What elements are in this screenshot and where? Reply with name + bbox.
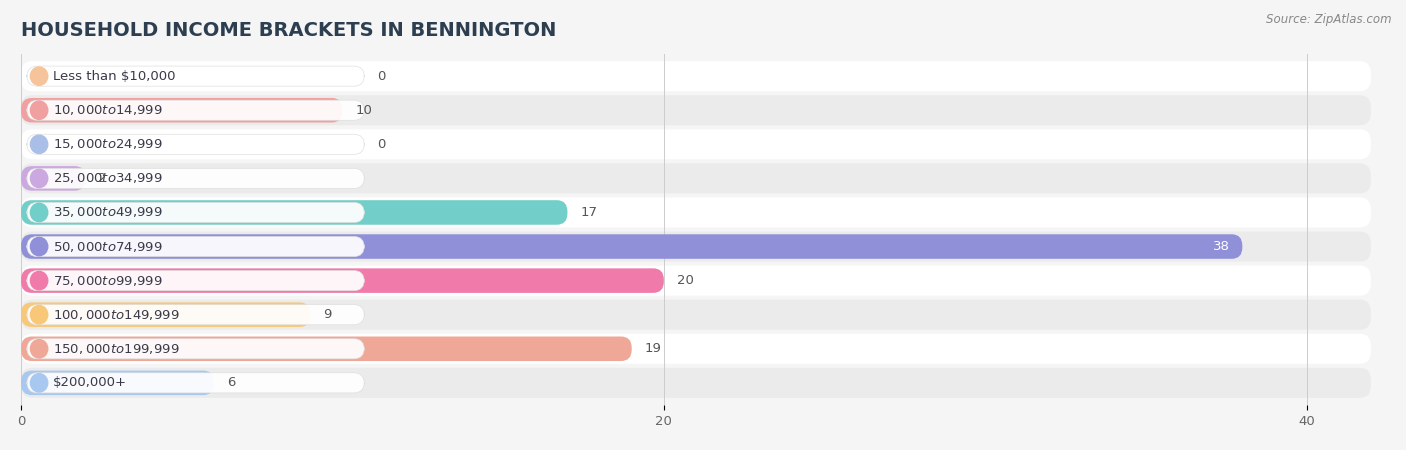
Text: 38: 38 [1212,240,1229,253]
Text: $200,000+: $200,000+ [53,376,127,389]
Text: $10,000 to $14,999: $10,000 to $14,999 [53,103,163,117]
Circle shape [31,101,48,119]
FancyBboxPatch shape [21,337,631,361]
FancyBboxPatch shape [27,237,364,256]
Circle shape [31,169,48,188]
Circle shape [31,67,48,86]
Circle shape [31,203,48,222]
FancyBboxPatch shape [21,200,568,225]
Text: 6: 6 [226,376,235,389]
FancyBboxPatch shape [21,368,1371,398]
FancyBboxPatch shape [21,371,214,395]
FancyBboxPatch shape [21,95,1371,125]
Text: $25,000 to $34,999: $25,000 to $34,999 [53,171,163,185]
Text: 9: 9 [323,308,332,321]
Text: $100,000 to $149,999: $100,000 to $149,999 [53,308,180,322]
Text: $75,000 to $99,999: $75,000 to $99,999 [53,274,163,288]
Text: $150,000 to $199,999: $150,000 to $199,999 [53,342,180,356]
Text: 2: 2 [98,172,107,185]
FancyBboxPatch shape [27,270,364,291]
FancyBboxPatch shape [21,129,1371,159]
Text: 19: 19 [644,342,661,355]
FancyBboxPatch shape [21,334,1371,364]
FancyBboxPatch shape [21,61,1371,91]
Text: $35,000 to $49,999: $35,000 to $49,999 [53,206,163,220]
Circle shape [31,237,48,256]
Text: $50,000 to $74,999: $50,000 to $74,999 [53,239,163,253]
Text: 20: 20 [676,274,693,287]
Circle shape [31,374,48,392]
FancyBboxPatch shape [27,66,364,86]
Text: 10: 10 [356,104,373,117]
Text: $15,000 to $24,999: $15,000 to $24,999 [53,137,163,151]
Circle shape [31,340,48,358]
FancyBboxPatch shape [21,302,311,327]
Text: 0: 0 [377,138,385,151]
FancyBboxPatch shape [21,234,1243,259]
FancyBboxPatch shape [21,163,1371,194]
FancyBboxPatch shape [21,300,1371,330]
Text: 0: 0 [377,70,385,83]
Circle shape [31,306,48,324]
FancyBboxPatch shape [27,202,364,222]
Circle shape [31,271,48,290]
FancyBboxPatch shape [21,98,343,122]
FancyBboxPatch shape [27,134,364,154]
Text: 17: 17 [581,206,598,219]
FancyBboxPatch shape [21,166,86,191]
FancyBboxPatch shape [27,168,364,189]
FancyBboxPatch shape [21,198,1371,227]
FancyBboxPatch shape [27,373,364,393]
Circle shape [31,135,48,153]
FancyBboxPatch shape [27,100,364,120]
FancyBboxPatch shape [21,266,1371,296]
Text: Source: ZipAtlas.com: Source: ZipAtlas.com [1267,14,1392,27]
FancyBboxPatch shape [27,339,364,359]
Text: Less than $10,000: Less than $10,000 [53,70,176,83]
FancyBboxPatch shape [21,268,664,293]
FancyBboxPatch shape [27,305,364,325]
Text: HOUSEHOLD INCOME BRACKETS IN BENNINGTON: HOUSEHOLD INCOME BRACKETS IN BENNINGTON [21,21,557,40]
FancyBboxPatch shape [21,232,1371,261]
